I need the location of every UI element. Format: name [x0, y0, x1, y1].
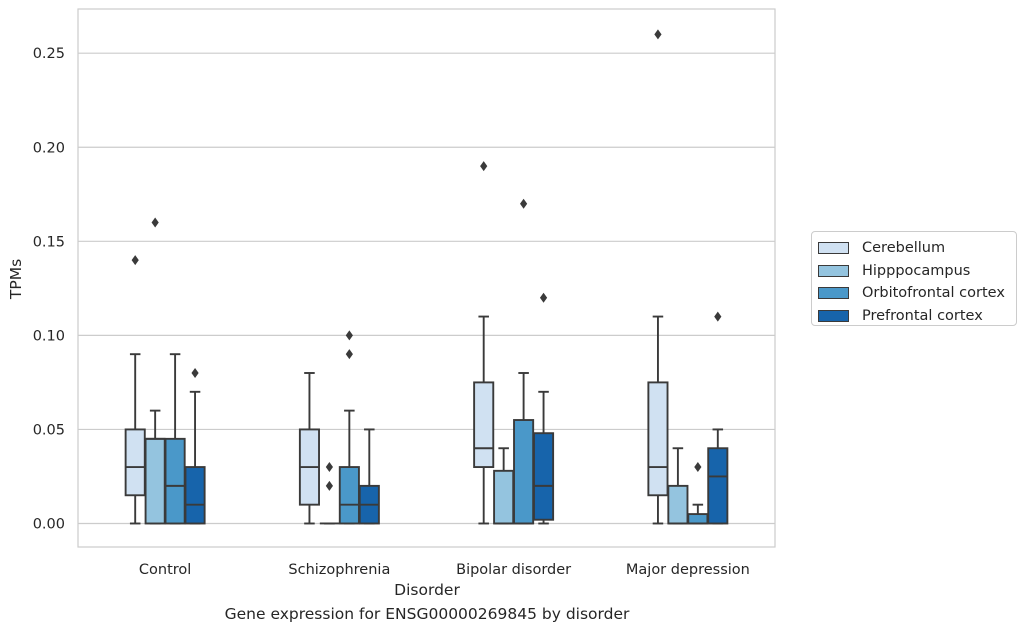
box-group [707, 311, 729, 525]
legend-label-orbitofrontal-cortex: Orbitofrontal cortex [862, 285, 1005, 302]
y-tick-label: 0.05 [33, 422, 65, 438]
box-group [298, 372, 320, 525]
box-iqr [124, 428, 146, 497]
legend-item-orbitofrontal-cortex: Orbitofrontal cortex [818, 282, 1016, 305]
box-group [319, 462, 339, 525]
box-group [493, 447, 515, 525]
box-iqr [184, 466, 206, 525]
box-group [533, 292, 555, 525]
y-axis-ticks: 0.00 0.05 0.10 0.15 0.20 0.25 [33, 46, 65, 532]
boxes [124, 29, 729, 525]
box-group [473, 161, 495, 525]
box-iqr [533, 432, 555, 521]
box-group [647, 29, 669, 525]
x-axis-ticks: Control Schizophrenia Bipolar disorder Majo… [139, 562, 750, 578]
y-tick-label: 0.10 [33, 328, 65, 344]
box-group [358, 428, 380, 525]
legend-item-hippocampus: Hipppocampus [818, 260, 1016, 283]
x-tick-label: Bipolar disorder [456, 562, 571, 578]
box-group [164, 353, 186, 525]
outlier-point [694, 462, 702, 473]
outlier-point [345, 349, 353, 360]
y-axis-label: TPMs [7, 259, 25, 300]
box-iqr [707, 447, 729, 525]
legend-swatch-prefrontal-cortex [818, 309, 849, 322]
box-iqr [513, 419, 535, 525]
box-iqr [667, 484, 689, 525]
legend-swatch-orbitofrontal-cortex [818, 287, 849, 300]
box-iqr [647, 381, 669, 497]
outlier-point [539, 292, 548, 303]
box-group [513, 198, 535, 525]
chart-caption: Gene expression for ENSG00000269845 by d… [224, 605, 630, 623]
x-tick-label: Major depression [626, 562, 750, 578]
legend: Cerebellum Hipppocampus Orbitofrontal co… [811, 231, 1017, 326]
outlier-point [131, 255, 139, 266]
legend-label-hippocampus: Hipppocampus [862, 262, 971, 279]
box-iqr [164, 437, 186, 525]
outlier-point [325, 462, 333, 473]
x-tick-label: Schizophrenia [288, 562, 390, 578]
legend-label-prefrontal-cortex: Prefrontal cortex [862, 307, 983, 324]
outlier-point [345, 330, 353, 341]
box-iqr [144, 437, 166, 525]
legend-label-cerebellum: Cerebellum [862, 240, 946, 257]
legend-swatch-hippocampus [818, 264, 849, 277]
x-axis-label: Disorder [394, 581, 460, 599]
x-tick-label: Control [139, 562, 191, 578]
box-group [144, 217, 166, 525]
box-group [667, 447, 689, 525]
y-tick-label: 0.00 [33, 516, 65, 532]
box-group [184, 367, 206, 525]
legend-item-cerebellum: Cerebellum [818, 237, 1016, 260]
box-iqr [493, 469, 515, 525]
plot-area-frame [77, 8, 776, 548]
outlier-point [480, 161, 488, 172]
outlier-point [325, 480, 333, 491]
box-iqr [338, 466, 360, 525]
box-group [124, 255, 146, 525]
box-iqr [473, 381, 495, 469]
legend-swatch-cerebellum [818, 242, 849, 255]
box-group [687, 462, 709, 525]
outlier-point [151, 217, 159, 228]
outlier-point [191, 367, 199, 378]
outlier-point [714, 311, 722, 322]
outlier-point [520, 198, 528, 209]
legend-item-prefrontal-cortex: Prefrontal cortex [818, 305, 1016, 328]
box-iqr [687, 513, 709, 525]
y-tick-label: 0.20 [33, 140, 65, 156]
y-tick-label: 0.25 [33, 46, 65, 62]
y-tick-label: 0.15 [33, 234, 65, 250]
outlier-point [654, 29, 662, 40]
